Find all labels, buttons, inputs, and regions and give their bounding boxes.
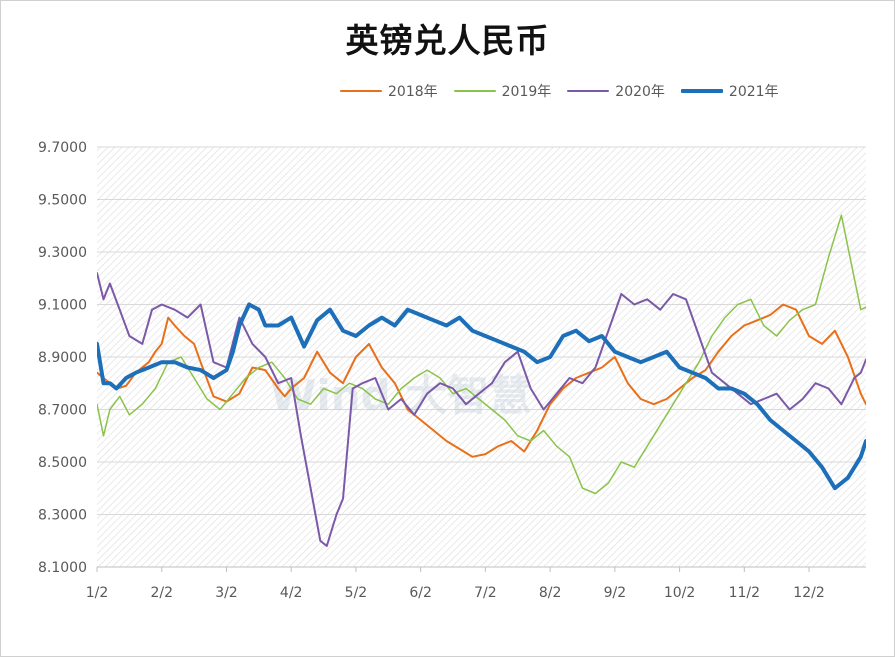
x-tick-label: 5/2 xyxy=(345,585,368,601)
y-tick-label: 8.5000 xyxy=(38,455,87,471)
series-line-2020 xyxy=(97,272,866,547)
legend-swatch-2018 xyxy=(340,90,382,92)
x-tick-label: 8/2 xyxy=(539,585,562,601)
legend-item-2019: 2019年 xyxy=(453,81,552,101)
y-axis: 9.7000 9.5000 9.3000 9.1000 8.9000 8.7000 8.50… xyxy=(38,140,87,576)
legend-item-2020: 2020年 xyxy=(567,81,665,101)
y-tick-label: 9.1000 xyxy=(38,298,87,314)
y-tick-label: 8.3000 xyxy=(38,508,87,524)
gridlines xyxy=(97,146,866,568)
series-group xyxy=(97,214,866,547)
y-tick-label: 9.3000 xyxy=(38,245,87,261)
legend: 2018年 2019年 2020年 2021年 xyxy=(340,80,779,102)
legend-swatch-2020 xyxy=(567,90,610,92)
y-tick-label: 9.5000 xyxy=(38,193,87,209)
x-tick-label: 10/2 xyxy=(664,585,695,601)
legend-swatch-2021 xyxy=(680,89,723,93)
series-line-2019 xyxy=(97,214,866,495)
x-tick-label: 1/2 xyxy=(86,585,109,601)
y-tick-label: 8.9000 xyxy=(38,350,87,366)
y-tick-label: 9.7000 xyxy=(38,140,87,156)
x-tick-label: 7/2 xyxy=(474,585,497,601)
x-tick-label: 3/2 xyxy=(215,585,238,601)
legend-label-2021: 2021年 xyxy=(728,84,779,100)
y-tick-label: 8.7000 xyxy=(38,403,87,419)
chart-title: 英镑兑人民币 xyxy=(345,21,550,60)
legend-label-2020: 2020年 xyxy=(615,84,665,100)
legend-item-2021: 2021年 xyxy=(680,81,779,101)
series-line-2021 xyxy=(97,302,866,491)
x-tick-label: 4/2 xyxy=(280,585,303,601)
x-tick-label: 12/2 xyxy=(793,585,824,601)
x-tick-label: 11/2 xyxy=(729,585,760,601)
legend-label-2018: 2018年 xyxy=(388,84,438,100)
legend-swatch-2019 xyxy=(453,90,496,92)
x-axis: 1/2 2/2 3/2 4/2 5/2 6/2 7/2 8/2 9/2 10/2 11/2 12/2 xyxy=(86,567,825,601)
x-tick-label: 9/2 xyxy=(604,585,627,601)
x-tick-label: 2/2 xyxy=(150,585,173,601)
legend-label-2019: 2019年 xyxy=(501,84,552,100)
series-line-2018 xyxy=(97,303,866,458)
legend-item-2018: 2018年 xyxy=(340,81,438,101)
y-tick-label: 8.1000 xyxy=(38,560,87,576)
x-tick-label: 6/2 xyxy=(409,585,432,601)
